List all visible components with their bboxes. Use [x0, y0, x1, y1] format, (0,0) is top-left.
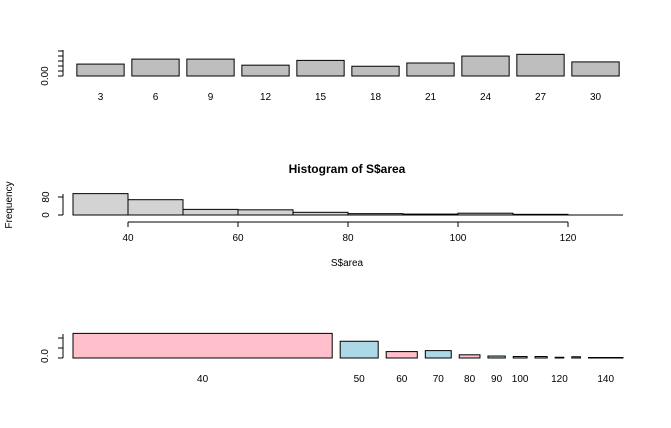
- panel-3-bar: [73, 333, 332, 358]
- panel-1-bar-label: 21: [425, 92, 437, 103]
- panel-2-bar: [348, 214, 403, 215]
- panel-2-bar: [128, 200, 183, 215]
- panel-2-bar: [183, 209, 238, 215]
- panel-1-bar: [187, 59, 234, 76]
- panel-3-bar: [513, 357, 527, 358]
- panel-2-bar: [458, 213, 513, 215]
- panel-1-bar: [517, 54, 564, 76]
- panel-3-bar: [488, 356, 505, 358]
- panel-1-bar: [242, 65, 289, 76]
- panel-1-y-ticks: [58, 51, 63, 76]
- panel-2-x-tick-label: 40: [122, 233, 134, 244]
- panel-1-bar: [77, 64, 124, 76]
- panel-1-barplot: 0.00 3 6 9 12 15 18 21 24 27 30: [40, 50, 619, 103]
- panel-2-bar: [238, 210, 293, 215]
- panel-1-bar: [132, 59, 179, 76]
- panel-2-x-tick-label: 60: [232, 233, 244, 244]
- panel-2-x-tick-label: 100: [450, 233, 467, 244]
- panel-3-bar-label: 60: [396, 374, 408, 385]
- panel-1-bar-label: 24: [480, 92, 492, 103]
- panel-1-bar: [572, 62, 619, 76]
- panel-3-bar-label: 90: [491, 374, 503, 385]
- panel-2-y-axis-ticks: 0 80: [41, 191, 63, 218]
- panel-1-bar-label: 15: [315, 92, 327, 103]
- panel-2-x-label: S$area: [331, 258, 364, 269]
- panel-1-bar-label: 9: [208, 92, 214, 103]
- panel-3-bar: [425, 351, 451, 358]
- panel-3-bar-label: 70: [433, 374, 445, 385]
- panel-2-x-tick-label: 120: [560, 233, 577, 244]
- panel-3-bar: [459, 355, 480, 358]
- panel-1-bar-label: 27: [535, 92, 547, 103]
- panel-2-y-tick-label: 0: [41, 212, 52, 218]
- panel-2-x-tick-label: 80: [342, 233, 354, 244]
- panel-1-bar-label: 12: [260, 92, 272, 103]
- panel-2-x-axis: 40 60 80 100 120: [122, 222, 576, 244]
- panel-3-bars: [73, 333, 623, 358]
- panel-3-y-tick-label: 0.0: [40, 349, 51, 363]
- panel-3-bar-label: 50: [354, 374, 366, 385]
- panel-3-bar-label: 120: [551, 374, 568, 385]
- panel-1-bar: [407, 63, 454, 76]
- panel-1-bar: [462, 56, 509, 76]
- panel-2-title: Histogram of S$area: [289, 162, 406, 176]
- panel-2-bar: [293, 212, 348, 215]
- panel-3-barplot: 0.0 40 50 60 70 80 90 100 120 140: [40, 333, 623, 385]
- panel-1-bar-label: 3: [98, 92, 104, 103]
- panel-1-y-tick-label: 0.00: [40, 66, 51, 86]
- panel-1-bar-labels: 3 6 9 12 15 18 21 24 27 30: [98, 92, 602, 103]
- panel-1-bars: [77, 54, 619, 76]
- panel-2-histogram: Histogram of S$area Frequency S$area 40 6…: [4, 162, 623, 269]
- panel-3-bar: [555, 357, 564, 358]
- panel-3-bar-label: 140: [597, 374, 614, 385]
- panel-1-bar: [297, 60, 344, 76]
- panel-3-bar: [340, 341, 378, 358]
- panel-3-bar-label: 100: [512, 374, 529, 385]
- panel-3-bar: [572, 357, 581, 358]
- panel-3-bar-labels: 40 50 60 70 80 90 100 120 140: [197, 374, 614, 385]
- panel-3-bar: [535, 357, 547, 358]
- panel-2-bars: [73, 194, 568, 215]
- panel-3-bar-label: 40: [197, 374, 209, 385]
- panel-2-bar: [73, 194, 128, 215]
- panel-3-y-ticks: [58, 338, 63, 358]
- panel-2-y-label: Frequency: [4, 181, 15, 228]
- panel-2-y-tick-label: 80: [41, 191, 52, 203]
- panel-1-bar-label: 6: [153, 92, 159, 103]
- panel-1-bar: [352, 66, 399, 76]
- panel-3-bar: [386, 352, 417, 358]
- panel-1-bar-label: 18: [370, 92, 382, 103]
- panel-1-bar-label: 30: [590, 92, 602, 103]
- panel-3-bar-label: 80: [464, 374, 476, 385]
- panel-2-bar: [513, 214, 568, 215]
- panel-2-bar: [403, 214, 458, 215]
